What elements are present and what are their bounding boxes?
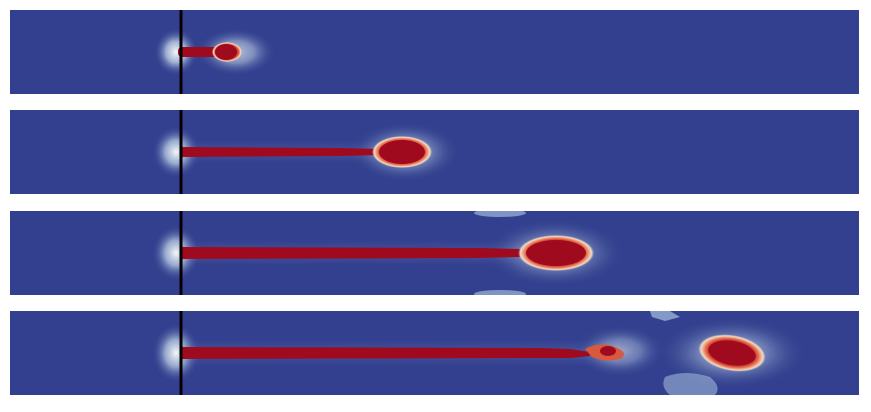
wall-disturbance-top [474,211,526,217]
divider-line [179,211,183,295]
jet-head-core [379,140,425,164]
divider-line [179,10,183,94]
jet-field-1 [10,10,859,94]
breakup-core [600,346,616,356]
jet-field-2 [10,110,859,194]
jet-head-core [526,240,586,266]
divider-line [179,311,183,395]
inlet-glow [152,225,200,281]
jet-stream [180,347,590,359]
vortex-core [708,340,756,366]
simulation-panel-1 [10,10,859,94]
field-background [10,10,859,94]
jet-stream [180,247,520,259]
jet-field-3 [10,211,859,295]
wall-disturbance-top [650,311,680,321]
inlet-glow [154,28,198,76]
inlet-glow [152,126,200,178]
wall-disturbance-bottom [474,290,526,295]
jet-stream [180,147,380,157]
simulation-panel-3 [10,211,859,295]
simulation-panel-2 [10,110,859,194]
jet-field-4 [10,311,859,395]
divider-line [179,110,183,194]
jet-stream [178,47,222,57]
wall-disturbance-bottom [663,373,718,395]
jet-head-core [215,44,237,60]
inlet-glow [152,323,200,383]
simulation-panel-4 [10,311,859,395]
